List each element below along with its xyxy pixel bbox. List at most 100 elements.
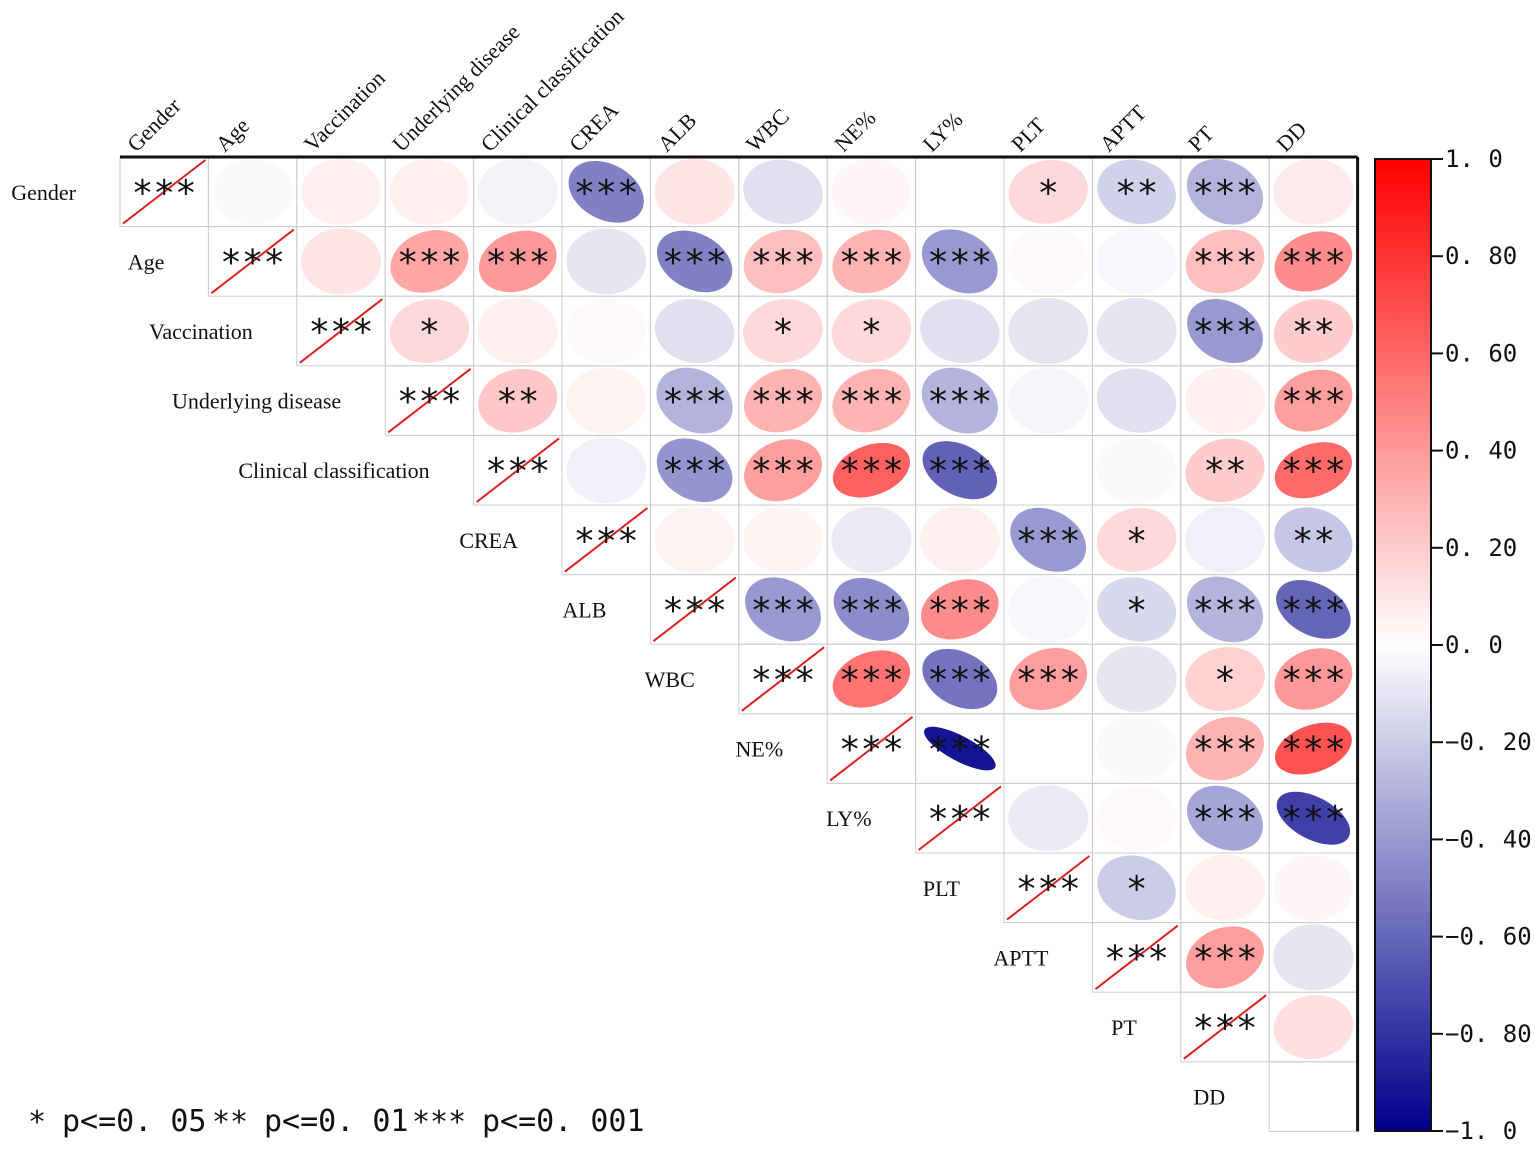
sig-stars: * — [1126, 521, 1148, 562]
corr-ellipse-vaccination-underlying-disease — [389, 299, 470, 363]
sig-stars: *** — [1281, 660, 1346, 701]
corr-ellipse-underlying-disease-alb — [656, 367, 733, 434]
corr-ellipse-alb-ne-pct — [833, 577, 910, 641]
sig-stars: *** — [1192, 799, 1257, 840]
corr-ellipse-crea-aptt — [1096, 507, 1177, 572]
corr-ellipse-gender-pt — [1186, 158, 1264, 225]
corr-ellipse-clinical-classification-ly-pct — [922, 441, 998, 500]
corr-ellipse-wbc-ly-pct — [922, 648, 998, 710]
corr-ellipse-ne-pct-plt — [1008, 715, 1089, 782]
colorbar-ticks: 1. 0 0. 80 0. 60 0. 40 0. 20 0. 0 −0. 20 −0. 40… — [1431, 145, 1532, 1145]
row-label-aptt: APTT — [993, 945, 1049, 970]
diagonal-slash — [1006, 855, 1091, 921]
corr-ellipse-gender-ne-pct — [831, 158, 912, 225]
row-label-pt: PT — [1111, 1015, 1137, 1040]
ellipse-layer — [122, 158, 1354, 1060]
significance-stars: *** *** * ** ****** *** *** *** *** *** *** *** ****… — [132, 173, 1346, 1049]
corr-ellipse-plt-pt — [1185, 854, 1265, 921]
corr-ellipse-gender-plt — [1008, 159, 1088, 224]
corr-ellipse-clinical-classification-alb — [656, 438, 733, 502]
corr-ellipse-age-underlying-disease — [390, 230, 469, 293]
sig-stars: *** — [839, 730, 904, 771]
sig-stars: *** — [485, 451, 550, 492]
corr-ellipse-underlying-disease-ly-pct — [921, 367, 998, 434]
corr-ellipse-aptt-pt — [1186, 926, 1264, 989]
sig-stars: *** — [1192, 938, 1257, 979]
sig-stars: *** — [1192, 590, 1257, 631]
corr-ellipse-clinical-classification-pt — [1185, 438, 1265, 503]
row-label-wbc: WBC — [645, 667, 695, 692]
corr-ellipse-vaccination-dd — [1273, 299, 1353, 363]
colorbar: 1. 0 0. 80 0. 60 0. 40 0. 20 0. 0 −0. 20 −0. 40… — [1374, 145, 1532, 1145]
corr-ellipse-underlying-disease-crea — [566, 367, 647, 434]
sig-stars: *** — [662, 382, 727, 423]
sig-stars: * — [1214, 660, 1236, 701]
corr-ellipse-age-ne-pct — [832, 229, 911, 294]
sig-stars: * — [1126, 590, 1148, 631]
col-label-plt: PLT — [1006, 112, 1050, 156]
corr-ellipse-age-vaccination — [301, 228, 381, 295]
diagonal-slash — [741, 646, 825, 712]
sig-stars: ** — [1115, 173, 1158, 214]
sig-stars: ** — [496, 382, 539, 423]
sig-stars: *** — [927, 660, 992, 701]
colorbar-gradient — [1374, 158, 1432, 1132]
corr-ellipse-crea-pt — [1185, 506, 1265, 573]
sig-stars: *** — [132, 173, 197, 214]
diagonal-slash — [387, 368, 472, 434]
corr-ellipse-vaccination-wbc — [743, 299, 823, 363]
colorbar-tick-label: 0. 80 — [1445, 242, 1517, 270]
colorbar-tick-label: −0. 80 — [1445, 1020, 1532, 1048]
corr-ellipse-crea-plt — [1010, 507, 1087, 572]
row-label-underlying-disease: Underlying disease — [172, 389, 341, 414]
corr-ellipse-crea-dd — [1274, 507, 1353, 573]
sig-stars: *** — [1192, 312, 1257, 353]
corr-ellipse-underlying-disease-plt — [1008, 367, 1089, 434]
col-label-ne-pct: NE% — [829, 105, 880, 156]
corr-ellipse-age-plt — [1008, 228, 1089, 295]
grid-cell — [1268, 1061, 1359, 1132]
sig-stars: ** — [1292, 521, 1335, 562]
corr-ellipse-gender-underlying-disease — [389, 158, 470, 225]
sig-stars: *** — [927, 242, 992, 283]
corr-ellipse-age-pt — [1185, 229, 1265, 294]
row-label-plt: PLT — [923, 876, 961, 901]
sig-stars: * — [1037, 173, 1059, 214]
colorbar-tick-label: −0. 40 — [1445, 825, 1532, 853]
corr-ellipse-vaccination-ne-pct — [831, 299, 912, 363]
sig-stars: * — [861, 312, 883, 353]
corr-ellipse-age-alb — [656, 230, 733, 293]
colorbar-tick-label: 0. 0 — [1445, 631, 1503, 659]
sig-stars: *** — [662, 451, 727, 492]
diagonal-slash — [652, 576, 737, 642]
corr-ellipse-underlying-disease-dd — [1274, 369, 1353, 432]
corr-ellipse-ly-pct-aptt — [1096, 785, 1177, 852]
col-label-crea: CREA — [564, 97, 623, 156]
corr-ellipse-ne-pct-ly-pct — [923, 726, 996, 771]
sig-stars: *** — [750, 660, 815, 701]
legend-label: p<=0. 001 — [482, 1104, 645, 1139]
col-label-vaccination: Vaccination — [299, 65, 390, 156]
corr-ellipse-underlying-disease-wbc — [743, 368, 823, 433]
corr-ellipse-ne-pct-pt — [1185, 716, 1265, 781]
sig-stars: *** — [574, 173, 639, 214]
row-label-crea: CREA — [459, 528, 518, 553]
corr-ellipse-vaccination-clinical-classification — [477, 298, 558, 364]
corr-ellipse-wbc-ne-pct — [832, 650, 911, 708]
diagonal-slash — [917, 785, 1002, 851]
corr-ellipse-ne-pct-dd — [1274, 722, 1352, 775]
corr-ellipse-pt-dd — [1273, 995, 1354, 1059]
matrix-grid — [119, 156, 1359, 1132]
corr-ellipse-ly-pct-dd — [1276, 791, 1351, 845]
sig-stars: *** — [574, 521, 639, 562]
legend-label: p<=0. 01 — [264, 1104, 409, 1139]
corr-ellipse-ne-pct-aptt — [1096, 715, 1177, 782]
col-label-age: Age — [210, 113, 254, 157]
sig-stars: *** — [220, 242, 285, 283]
corr-ellipse-vaccination-pt — [1187, 299, 1263, 363]
corr-ellipse-gender-alb — [654, 158, 735, 225]
corr-ellipse-gender-age — [212, 158, 293, 225]
corr-ellipse-alb-aptt — [1097, 577, 1177, 642]
diagonal-slash — [475, 437, 560, 503]
corr-ellipse-crea-wbc — [743, 506, 823, 573]
